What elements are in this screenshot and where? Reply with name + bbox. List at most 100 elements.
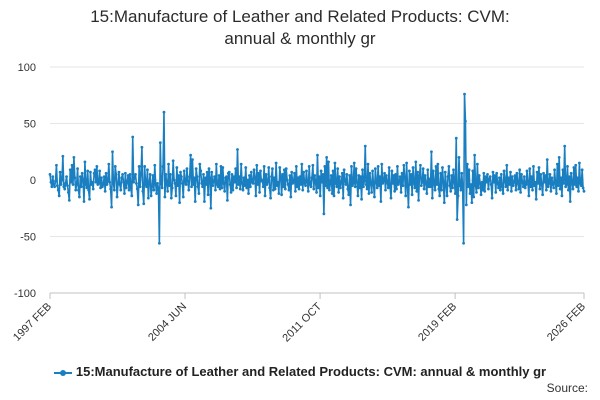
data-point[interactable] [496,181,499,185]
data-point[interactable] [382,179,386,183]
data-point[interactable] [279,175,283,179]
data-point[interactable] [334,181,338,185]
data-point[interactable] [322,212,326,216]
data-point[interactable] [287,188,291,192]
data-point[interactable] [423,174,427,177]
data-point[interactable] [254,194,258,198]
data-point[interactable] [200,181,204,185]
data-point[interactable] [407,205,410,209]
data-point[interactable] [74,188,78,192]
data-point[interactable] [559,176,563,180]
data-point[interactable] [443,170,447,174]
data-point[interactable] [235,186,238,190]
data-point[interactable] [328,181,332,185]
data-point[interactable] [369,181,373,185]
data-point[interactable] [183,180,187,184]
data-point[interactable] [367,192,371,195]
data-point[interactable] [237,175,241,179]
data-point[interactable] [569,171,573,175]
data-point[interactable] [333,161,337,165]
data-point[interactable] [331,169,335,173]
data-point[interactable] [72,156,76,159]
data-point[interactable] [515,171,519,175]
data-point[interactable] [509,189,513,193]
data-point[interactable] [75,183,79,186]
data-point[interactable] [320,180,324,184]
data-point[interactable] [417,198,420,202]
data-point[interactable] [460,171,464,175]
data-point[interactable] [346,187,350,191]
data-point[interactable] [441,166,444,169]
data-point[interactable] [152,188,156,192]
data-point[interactable] [144,183,147,186]
data-point[interactable] [297,187,301,191]
data-point[interactable] [490,196,494,200]
data-point[interactable] [212,179,216,183]
data-point[interactable] [492,180,496,184]
data-point[interactable] [60,178,64,182]
data-point[interactable] [246,178,250,182]
data-point[interactable] [461,186,465,190]
data-point[interactable] [426,168,430,172]
data-point[interactable] [446,175,450,179]
data-point[interactable] [278,166,282,169]
data-point[interactable] [568,200,572,203]
data-point[interactable] [168,184,171,188]
data-point[interactable] [525,169,529,173]
data-point[interactable] [301,188,305,192]
data-point[interactable] [353,185,357,189]
data-point[interactable] [453,192,457,195]
data-point[interactable] [50,185,54,189]
data-point[interactable] [53,185,56,189]
data-point[interactable] [415,189,419,193]
data-point[interactable] [293,171,296,175]
data-point[interactable] [365,187,369,191]
data-point[interactable] [498,188,502,192]
data-point[interactable] [134,172,137,176]
data-point[interactable] [148,172,152,176]
data-point[interactable] [433,188,437,192]
data-point[interactable] [132,180,136,184]
data-point[interactable] [578,181,582,185]
data-point[interactable] [234,167,238,171]
data-point[interactable] [103,189,107,193]
data-point[interactable] [305,169,308,173]
data-point[interactable] [393,189,397,193]
data-point[interactable] [531,188,534,192]
data-point[interactable] [566,188,570,192]
data-point[interactable] [57,194,61,198]
data-point[interactable] [405,161,409,165]
data-point[interactable] [85,186,89,190]
data-point[interactable] [516,181,520,185]
data-point[interactable] [581,186,585,190]
data-point[interactable] [453,180,456,184]
data-point[interactable] [263,194,267,198]
data-point[interactable] [535,170,539,174]
data-point[interactable] [467,168,471,172]
data-point[interactable] [89,183,93,186]
data-point[interactable] [571,187,575,191]
data-point[interactable] [503,179,507,183]
data-point[interactable] [86,169,90,173]
data-point[interactable] [500,185,504,189]
data-point[interactable] [90,180,94,184]
data-point[interactable] [521,180,524,184]
data-point[interactable] [493,174,497,177]
data-point[interactable] [395,187,398,191]
data-point[interactable] [434,165,438,168]
data-point[interactable] [437,187,441,191]
data-point[interactable] [295,185,299,189]
data-point[interactable] [325,156,329,159]
data-point[interactable] [262,165,266,168]
data-point[interactable] [79,185,83,189]
data-point[interactable] [489,183,493,186]
data-point[interactable] [309,185,313,189]
data-point[interactable] [464,119,467,123]
data-point[interactable] [518,168,522,172]
data-point[interactable] [176,184,180,188]
data-point[interactable] [208,176,212,180]
data-point[interactable] [441,180,445,184]
data-point[interactable] [326,186,329,190]
data-point[interactable] [484,175,488,179]
data-point[interactable] [373,195,376,199]
